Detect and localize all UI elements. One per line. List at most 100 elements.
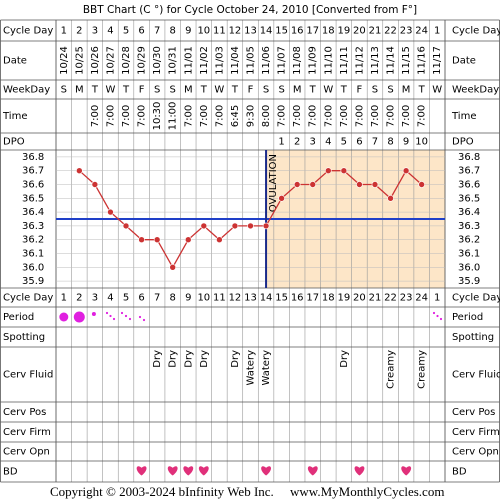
y-tick-label: 36.4 (458, 207, 480, 218)
temperature-point (371, 181, 379, 188)
cycle-day: 12 (229, 293, 242, 304)
cycle-day: 8 (170, 26, 176, 37)
time: 7:00 (105, 105, 116, 127)
heart-icon (307, 466, 318, 476)
dpo: 7 (372, 137, 378, 148)
cycle-day: 14 (260, 293, 273, 304)
heart-icon (167, 466, 178, 476)
y-tick-label: 36.3 (22, 221, 44, 232)
temperature-point (107, 208, 114, 216)
period-icon (120, 311, 132, 321)
temperature-point (340, 167, 348, 174)
row-label: DPO (452, 137, 474, 148)
time: 7:00 (277, 105, 288, 127)
y-tick-label: 36.2 (22, 235, 44, 246)
cerv-fluid: Dry (230, 350, 241, 368)
bd-icons (136, 466, 412, 476)
cycle-day: 10 (197, 26, 210, 37)
cycle-day: 24 (415, 26, 428, 37)
y-tick-label: 36.7 (22, 166, 44, 177)
temperature-point (231, 222, 239, 230)
temperature-point (293, 181, 301, 188)
heart-icon (136, 466, 147, 476)
weekday: T (122, 85, 130, 96)
row-label: Date (3, 56, 27, 67)
cycle-day: 2 (76, 293, 82, 304)
weekday: M (75, 85, 84, 96)
heart-icon (401, 466, 412, 476)
cycle-day: 4 (107, 293, 113, 304)
temperature-point (153, 236, 161, 243)
y-tick-label: 36.1 (22, 249, 44, 260)
time: 7:00 (183, 105, 194, 127)
period-icons (59, 311, 443, 323)
y-tick-label: 35.9 (458, 276, 480, 287)
cycle-day: 17 (306, 293, 319, 304)
time: 7:00 (121, 105, 132, 127)
date: 10/27 (105, 46, 116, 75)
y-tick-label: 36.5 (458, 193, 480, 204)
copyright: Copyright © 2003-2024 bInfinity Web Inc. (50, 484, 274, 499)
cycle-day: 15 (275, 293, 288, 304)
row-label: DPO (3, 137, 25, 148)
cycle-day: 23 (400, 26, 413, 37)
weekday: W (214, 85, 224, 96)
y-tick-label: 36.0 (22, 262, 44, 273)
temperature-point (387, 195, 394, 202)
temperature-point (418, 181, 425, 188)
cerv-fluid: Creamy (417, 350, 428, 389)
dpo: 9 (403, 137, 409, 148)
weekday: S (61, 85, 67, 96)
date: 11/15 (401, 46, 412, 75)
weekday: T (340, 85, 348, 96)
weekday: F (357, 85, 363, 96)
y-tick-label: 36.8 (22, 152, 44, 163)
dpo: 3 (310, 137, 316, 148)
time: 9:30 (246, 105, 257, 127)
cycle-day: 20 (353, 293, 366, 304)
row-label: Cerv Opn (452, 447, 499, 458)
row-label: Cerv Fluid (3, 370, 53, 381)
weekday: T (200, 85, 208, 96)
cycle-day: 13 (244, 26, 257, 37)
cycle-day: 15 (275, 26, 288, 37)
cycle-day: 11 (213, 293, 226, 304)
cycle-day: 1 (434, 26, 440, 37)
cycle-day: 6 (138, 26, 144, 37)
row-label: Cerv Fluid (452, 370, 500, 381)
y-tick-label: 36.6 (458, 180, 480, 191)
temperature-point (309, 181, 317, 188)
date: 11/14 (386, 46, 397, 75)
row-label: Spotting (3, 332, 45, 343)
date: 10/31 (168, 46, 179, 75)
cycle-day: 6 (138, 293, 144, 304)
heart-icon (183, 466, 194, 476)
temperature-point (91, 181, 99, 188)
cycle-day: 16 (291, 26, 304, 37)
date: 11/09 (308, 46, 319, 75)
time: 7:00 (214, 105, 225, 127)
y-tick-label: 36.4 (22, 207, 44, 218)
heart-icon (198, 466, 209, 476)
weekday: S (372, 85, 378, 96)
temperature-point (184, 236, 192, 243)
temperature-point (122, 222, 130, 230)
cycle-day: 13 (244, 293, 257, 304)
cycle-day: 3 (92, 293, 98, 304)
time: 7:00 (90, 105, 101, 127)
cerv-fluid: Dry (168, 350, 179, 368)
cycle-day: 2 (76, 26, 82, 37)
time: 7:00 (339, 105, 350, 127)
weekday: T (309, 85, 317, 96)
date: 10/26 (90, 46, 101, 75)
row-label: BD (452, 467, 467, 478)
cycle-day: 22 (384, 26, 397, 37)
cerv-fluid: Dry (152, 350, 163, 368)
cycle-day: 11 (213, 26, 226, 37)
period-icon (91, 312, 96, 316)
row-label: Cerv Pos (3, 407, 46, 418)
date: 11/07 (277, 46, 288, 75)
row-label: Cerv Firm (3, 427, 51, 438)
cycle-day: 9 (185, 26, 191, 37)
